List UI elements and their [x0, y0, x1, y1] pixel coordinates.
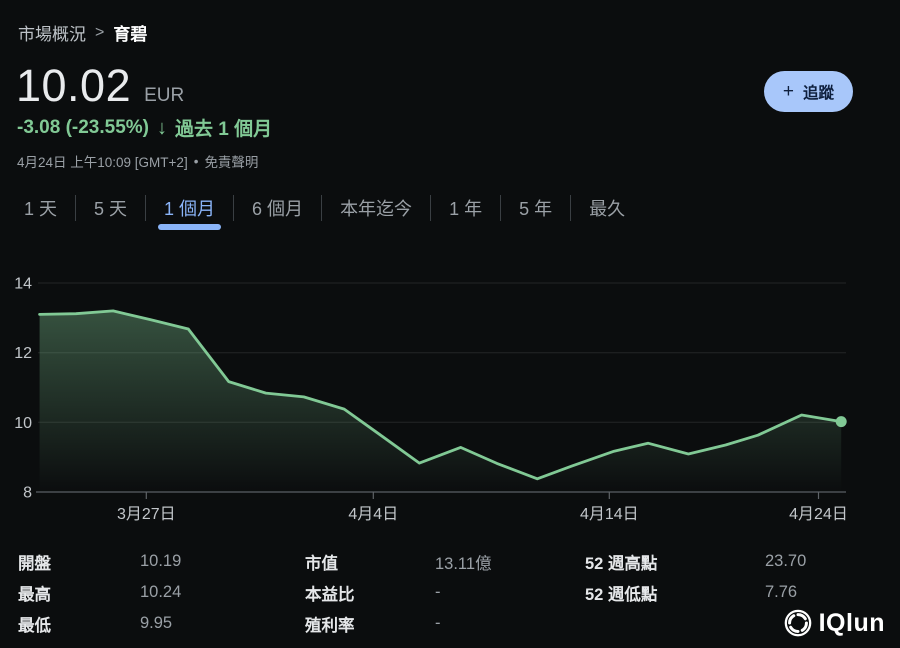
change-period-label: 過去 1 個月 — [175, 119, 273, 140]
stat-52wk-low: 52 週低點 7.76 — [585, 577, 885, 608]
svg-text:10: 10 — [14, 415, 32, 432]
breadcrumb: 市場概況 > 育碧 — [18, 20, 147, 45]
stat-label: 市值 — [305, 554, 338, 573]
stat-label: 本益比 — [305, 585, 355, 604]
stat-market-cap: 市值 13.11億 — [305, 546, 567, 577]
tab-1-month[interactable]: 1 個月 — [150, 192, 229, 230]
arrow-down-icon: ↓ — [157, 116, 168, 139]
tab-divider — [321, 195, 323, 221]
follow-button-label: 追蹤 — [802, 84, 834, 102]
price-change-row: -3.08 (-23.55%) ↓ 過去 1 個月 — [17, 114, 272, 141]
tab-divider — [570, 195, 572, 221]
disclaimer-link[interactable]: 免責聲明 — [204, 155, 259, 170]
price-chart[interactable]: 8 10 12 14 3月27日 4月4日 4月14日 4月24日 — [0, 258, 900, 538]
watermark-brand-text: IQlun — [818, 608, 885, 637]
stats-column-3: 52 週高點 23.70 52 週低點 7.76 — [585, 546, 885, 608]
svg-text:12: 12 — [14, 345, 32, 362]
tab-divider — [75, 195, 77, 221]
stat-value: 10.24 — [140, 583, 182, 601]
tab-5-days[interactable]: 5 天 — [80, 192, 141, 224]
tab-ytd[interactable]: 本年迄今 — [326, 192, 426, 224]
tab-1-day[interactable]: 1 天 — [10, 192, 71, 224]
stat-pe-ratio: 本益比 - — [305, 577, 567, 608]
tab-divider — [233, 195, 235, 221]
stat-dividend-yield: 殖利率 - — [305, 608, 567, 639]
current-price: 10.02 — [16, 60, 132, 111]
follow-button[interactable]: + 追蹤 — [763, 71, 853, 112]
price-chart-svg[interactable]: 8 10 12 14 3月27日 4月4日 4月14日 4月24日 — [0, 258, 900, 538]
currency-code: EUR — [144, 85, 185, 106]
time-range-tabs: 1 天 5 天 1 個月 6 個月 本年迄今 1 年 5 年 最久 — [10, 192, 639, 230]
price-row: 10.02 EUR — [16, 60, 184, 112]
stats-column-2: 市值 13.11億 本益比 - 殖利率 - — [305, 546, 567, 639]
tab-divider — [500, 195, 502, 221]
key-stats: 開盤 10.19 最高 10.24 最低 9.95 市值 13.11億 本益比 … — [18, 546, 880, 642]
stat-open: 開盤 10.19 — [18, 546, 288, 577]
tab-divider — [145, 195, 147, 221]
quote-timestamp: 4月24日 上午10:09 [GMT+2] — [17, 155, 188, 170]
tab-6-months[interactable]: 6 個月 — [238, 192, 317, 224]
stat-label: 52 週高點 — [585, 554, 658, 573]
stat-label: 最低 — [18, 616, 51, 635]
watermark: IQlun — [783, 608, 885, 638]
stat-label: 最高 — [18, 585, 51, 604]
svg-text:4月4日: 4月4日 — [348, 506, 398, 523]
plus-icon: + — [782, 81, 794, 102]
stat-52wk-high: 52 週高點 23.70 — [585, 546, 885, 577]
timestamp-row: 4月24日 上午10:09 [GMT+2] • 免責聲明 — [17, 151, 258, 171]
stat-value: 7.76 — [765, 583, 798, 601]
stat-value: 10.19 — [140, 552, 182, 570]
stat-label: 開盤 — [18, 554, 51, 573]
stat-label: 52 週低點 — [585, 585, 658, 604]
stat-value: 9.95 — [140, 614, 173, 632]
breadcrumb-current-stock: 育碧 — [113, 25, 148, 44]
stats-column-1: 開盤 10.19 最高 10.24 最低 9.95 — [18, 546, 288, 639]
stat-low: 最低 9.95 — [18, 608, 288, 639]
svg-text:4月14日: 4月14日 — [580, 506, 639, 523]
tab-divider — [430, 195, 432, 221]
breadcrumb-separator: > — [95, 23, 105, 41]
stat-value: - — [435, 614, 441, 632]
iqlun-shutter-logo-icon — [784, 609, 811, 637]
tab-max[interactable]: 最久 — [575, 192, 639, 224]
svg-text:3月27日: 3月27日 — [117, 506, 176, 523]
bullet-separator: • — [193, 153, 199, 169]
stat-value: 13.11億 — [435, 554, 492, 573]
svg-text:4月24日: 4月24日 — [789, 506, 848, 523]
stat-label: 殖利率 — [305, 616, 355, 635]
breadcrumb-market-overview-link[interactable]: 市場概況 — [18, 25, 86, 44]
price-change-value: -3.08 (-23.55%) — [17, 116, 150, 138]
svg-text:8: 8 — [23, 485, 32, 502]
stat-high: 最高 10.24 — [18, 577, 288, 608]
tab-5-years[interactable]: 5 年 — [505, 192, 566, 224]
stat-value: 23.70 — [765, 552, 807, 570]
svg-text:14: 14 — [14, 276, 32, 293]
stat-value: - — [435, 583, 441, 601]
tab-1-year[interactable]: 1 年 — [435, 192, 496, 224]
